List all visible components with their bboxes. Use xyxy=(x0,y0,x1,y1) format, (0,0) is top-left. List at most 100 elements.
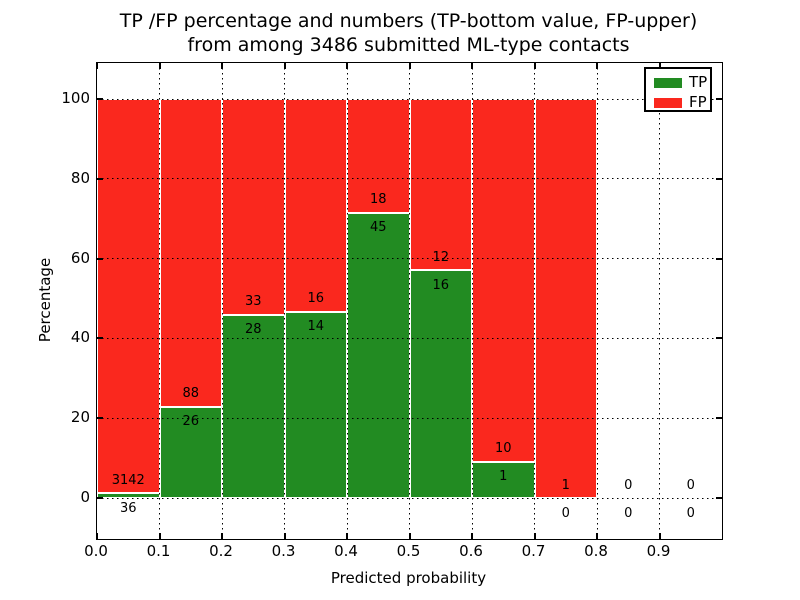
x-tickmark-top xyxy=(283,63,286,69)
x-tick-label-0.7: 0.7 xyxy=(521,542,546,560)
tp-count-label-0.9-1.0: 0 xyxy=(686,505,695,521)
bar-segment-fp-0.5-0.6 xyxy=(409,99,472,270)
x-tickmark-bottom xyxy=(471,533,473,539)
legend-item-tp: TP xyxy=(654,75,710,90)
x-axis-label: Predicted probability xyxy=(330,569,487,587)
x-tickmark-top xyxy=(533,63,536,69)
fp-count-label-0.2-0.3: 33 xyxy=(244,294,262,310)
gridline-y-100 xyxy=(97,98,722,100)
x-tickmark-top xyxy=(596,63,598,69)
gridline-y-80 xyxy=(97,178,722,180)
fp-count-label-0.7-0.8: 1 xyxy=(561,477,570,493)
y-tick-label-40: 40 xyxy=(70,328,90,347)
x-tickmark-bottom xyxy=(408,533,411,539)
bar-segment-fp-0.1-0.2 xyxy=(159,99,222,407)
x-tickmark-bottom xyxy=(596,533,598,539)
plot-area: 3142 36 88 26 33 28 16 14 18 45 12 16 10 1 1 0 0 0 0 0 xyxy=(96,62,723,540)
chart-title: TP /FP percentage and numbers (TP-bottom… xyxy=(96,9,721,57)
y-tickmark-left xyxy=(97,98,103,100)
fp-count-label-0.1-0.2: 88 xyxy=(182,386,200,402)
tp-count-label-0.5-0.6: 16 xyxy=(432,277,450,293)
legend-item-fp: FP xyxy=(654,95,710,110)
x-tickmark-bottom xyxy=(283,533,286,539)
gridline-y-20 xyxy=(97,417,722,419)
x-tickmark-top xyxy=(658,63,661,69)
x-tick-label-0.6: 0.6 xyxy=(459,542,483,560)
y-tickmark-left xyxy=(97,497,103,499)
tp-count-label-0.8-0.9: 0 xyxy=(624,505,633,521)
x-tickmark-bottom xyxy=(533,533,536,539)
y-tickmark-right xyxy=(716,257,722,260)
y-tickmark-left xyxy=(97,177,103,180)
gridline-x-0.9 xyxy=(659,63,660,539)
fp-count-label-0.3-0.4: 16 xyxy=(307,291,325,307)
legend-label-tp: TP xyxy=(689,73,708,91)
x-tick-label-0.9: 0.9 xyxy=(646,542,671,560)
fp-count-label-0.4-0.5: 18 xyxy=(369,192,387,208)
x-tickmark-top xyxy=(158,63,161,69)
y-tick-label-20: 20 xyxy=(70,408,90,427)
bar-segment-tp-0.5-0.6 xyxy=(409,270,472,498)
bar-segment-tp-0.3-0.4 xyxy=(284,311,347,498)
x-tick-label-0.0: 0.0 xyxy=(84,542,108,560)
legend: TP FP xyxy=(644,67,712,112)
bar-segment-tp-0.2-0.3 xyxy=(222,314,285,498)
y-tickmark-right xyxy=(716,98,722,100)
x-tick-label-0.3: 0.3 xyxy=(271,542,296,560)
plot-canvas: 3142 36 88 26 33 28 16 14 18 45 12 16 10 1 1 0 0 0 0 0 xyxy=(96,63,722,539)
x-tickmark-bottom xyxy=(158,533,161,539)
y-tick-label-60: 60 xyxy=(70,248,90,267)
y-tick-label-0: 0 xyxy=(80,488,90,506)
gridline-x-0.2 xyxy=(221,63,223,539)
x-tickmark-bottom xyxy=(221,533,223,539)
fp-count-label-0.9-1.0: 0 xyxy=(686,477,695,493)
y-tickmark-left xyxy=(97,337,103,340)
tp-count-label-0.4-0.5: 45 xyxy=(369,220,387,236)
legend-swatch-tp-icon xyxy=(654,77,682,88)
tp-count-label-0.3-0.4: 14 xyxy=(307,319,325,335)
y-tick-label-100: 100 xyxy=(61,89,90,107)
y-tickmark-right xyxy=(716,337,722,340)
legend-swatch-fp-icon xyxy=(654,97,682,108)
gridline-y-40 xyxy=(97,337,722,339)
chart-title-line1: TP /FP percentage and numbers (TP-bottom… xyxy=(119,10,698,32)
tp-count-label-0.6-0.7: 1 xyxy=(499,469,508,485)
bar-segment-fp-0.3-0.4 xyxy=(284,99,347,312)
gridline-y-0 xyxy=(97,497,722,499)
tp-count-label-0.0-0.1: 36 xyxy=(119,500,137,516)
bar-segment-fp-0.6-0.7 xyxy=(472,99,535,462)
gridline-y-60 xyxy=(97,258,722,260)
x-tick-label-0.2: 0.2 xyxy=(209,542,233,560)
x-tickmark-top xyxy=(408,63,411,69)
bar-segment-fp-0.7-0.8 xyxy=(534,99,597,498)
gridline-x-0.4 xyxy=(346,63,348,539)
gridline-x-0.1 xyxy=(159,63,160,539)
fp-count-label-0.8-0.9: 0 xyxy=(624,477,633,493)
x-tick-label-0.4: 0.4 xyxy=(334,542,358,560)
y-tickmark-left xyxy=(97,417,103,420)
x-tick-label-0.8: 0.8 xyxy=(584,542,608,560)
gridline-x-0.6 xyxy=(471,63,473,539)
x-tick-label-0.5: 0.5 xyxy=(396,542,421,560)
tp-count-label-0.2-0.3: 28 xyxy=(244,322,262,338)
bar-segment-fp-0.2-0.3 xyxy=(222,99,285,315)
gridline-x-0.8 xyxy=(596,63,598,539)
tp-count-label-0.1-0.2: 26 xyxy=(182,414,200,430)
x-tickmark-top xyxy=(346,63,348,69)
x-tickmark-bottom xyxy=(346,533,348,539)
fp-count-label-0.0-0.1: 3142 xyxy=(111,472,145,488)
x-tickmark-top xyxy=(96,63,98,69)
bar-segment-tp-0.4-0.5 xyxy=(347,212,410,498)
y-tickmark-right xyxy=(716,177,722,180)
fp-count-label-0.5-0.6: 12 xyxy=(432,249,450,265)
x-tickmark-top xyxy=(471,63,473,69)
gridline-x-0.5 xyxy=(409,63,410,539)
x-tick-label-0.1: 0.1 xyxy=(146,542,171,560)
x-tickmark-bottom xyxy=(658,533,661,539)
y-tick-label-80: 80 xyxy=(70,168,90,187)
bar-segment-fp-0.0-0.1 xyxy=(97,99,160,494)
tp-count-label-0.7-0.8: 0 xyxy=(561,505,570,521)
chart-title-line2: from among 3486 submitted ML-type contac… xyxy=(187,34,630,56)
y-tickmark-left xyxy=(97,257,103,260)
